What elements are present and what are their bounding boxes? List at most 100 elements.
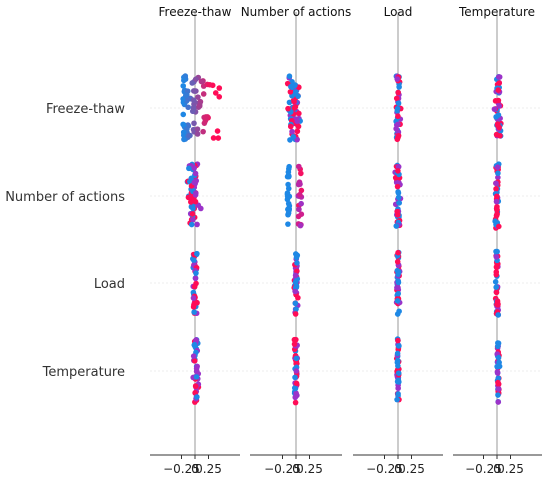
dot: [193, 270, 199, 276]
x-tick-label: 0.25: [296, 462, 323, 476]
dot: [194, 131, 201, 137]
dot: [495, 386, 502, 392]
dot: [495, 375, 502, 382]
dot: [394, 211, 401, 218]
dot: [491, 106, 498, 112]
x-tick-label: 0: [292, 462, 300, 476]
dot: [286, 73, 293, 80]
dot: [191, 283, 198, 290]
dot: [216, 93, 223, 100]
dot: [393, 223, 400, 229]
dot: [180, 129, 187, 136]
dot: [193, 374, 200, 380]
dot: [495, 174, 501, 181]
dot: [195, 94, 201, 100]
dot: [292, 300, 299, 307]
dot: [287, 89, 294, 95]
dot: [296, 206, 302, 213]
dot: [186, 165, 192, 172]
dot: [496, 80, 503, 86]
dot: [192, 275, 199, 282]
column-title-4: Temperature: [458, 5, 535, 19]
cell-4-3: [393, 336, 402, 403]
dot: [294, 118, 301, 124]
dot: [395, 278, 402, 285]
dot: [494, 301, 500, 308]
dot: [296, 110, 302, 117]
dot: [190, 216, 196, 223]
cell-1-1: [180, 73, 223, 143]
dot: [296, 191, 303, 198]
dot: [295, 294, 301, 301]
dot: [289, 128, 295, 135]
cell-1-4: [491, 73, 504, 139]
cell-4-4: [494, 340, 503, 405]
cell-2-4: [492, 161, 502, 231]
dot: [395, 290, 401, 297]
dot: [190, 97, 197, 103]
row-guides: [150, 107, 542, 372]
dot: [292, 279, 299, 286]
dots-layer: [180, 73, 504, 406]
dot: [192, 76, 199, 83]
dot: [293, 306, 299, 312]
x-tick-label: 0: [493, 462, 501, 476]
dot: [295, 163, 302, 170]
dot: [191, 88, 198, 94]
dot: [203, 114, 209, 120]
dot: [298, 200, 304, 207]
dot: [193, 177, 200, 184]
dot: [395, 343, 402, 349]
dot: [292, 272, 299, 279]
column-title-1: Freeze-thaw: [159, 5, 232, 19]
dot: [395, 194, 402, 201]
dot: [285, 105, 291, 112]
dot: [493, 284, 499, 290]
dot: [194, 250, 200, 257]
dot: [181, 77, 187, 84]
dot: [495, 223, 502, 230]
dot: [191, 197, 197, 204]
dot: [394, 121, 401, 128]
dot: [188, 221, 195, 228]
dot: [493, 205, 500, 212]
dot: [194, 299, 200, 306]
dot: [395, 284, 401, 291]
dot: [207, 81, 213, 88]
dot: [395, 113, 401, 120]
dot: [292, 394, 299, 401]
dot: [293, 390, 299, 397]
dot: [395, 391, 401, 397]
dot: [494, 164, 501, 171]
dot: [286, 99, 293, 106]
dot: [291, 98, 297, 105]
dot: [496, 359, 502, 366]
cell-1-3: [393, 73, 404, 143]
dot: [393, 95, 400, 102]
dot: [395, 163, 402, 170]
cell-4-1: [190, 337, 202, 405]
dot: [493, 198, 500, 205]
dot: [293, 355, 300, 362]
dot: [185, 104, 191, 111]
dot: [496, 103, 502, 109]
dot: [187, 178, 193, 185]
dot: [190, 205, 196, 212]
dot: [395, 385, 401, 392]
row-label-2: Number of actions: [5, 190, 125, 205]
cell-4-2: [291, 336, 301, 406]
dot: [395, 269, 402, 275]
cell-1-2: [284, 73, 303, 143]
dot: [395, 89, 401, 96]
dot: [298, 187, 305, 194]
dot: [495, 312, 502, 318]
dot: [292, 288, 299, 295]
dot: [495, 392, 501, 398]
dot: [191, 309, 197, 315]
x-tick-label: 0: [191, 462, 199, 476]
dot: [198, 78, 205, 85]
dot: [494, 343, 501, 350]
dot: [193, 337, 199, 343]
dot: [210, 135, 217, 141]
